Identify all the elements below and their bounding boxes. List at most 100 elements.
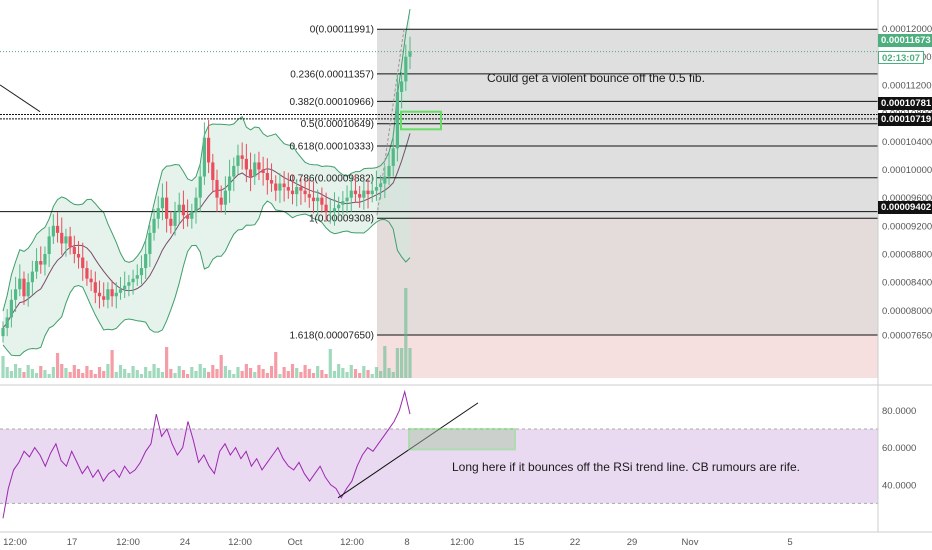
volume-bar xyxy=(60,364,64,378)
volume-bar xyxy=(110,350,114,378)
fib-level-label: 0.236(0.00011357) xyxy=(290,69,374,80)
price-axis-tick: 0.00008400 xyxy=(882,278,932,289)
candle-body xyxy=(391,148,395,166)
candle-body xyxy=(47,236,51,255)
time-axis-tick: 29 xyxy=(627,537,638,548)
volume-bar xyxy=(127,373,131,378)
volume-bar xyxy=(349,365,353,378)
candle-body xyxy=(72,246,76,255)
price-axis-tick: 0.00009200 xyxy=(882,221,932,232)
candle-body xyxy=(328,211,332,213)
candle-body xyxy=(341,201,345,205)
candle-body xyxy=(135,275,139,279)
volume-bar xyxy=(156,368,160,378)
candle-body xyxy=(39,261,43,265)
candle-body xyxy=(160,197,165,209)
candle-body xyxy=(303,190,307,195)
price-axis-tick: 0.00012000 xyxy=(882,24,932,35)
volume-bar xyxy=(240,371,244,378)
rsi-note-annotation: Long here if it bounces off the RSi tren… xyxy=(452,460,800,474)
candle-body xyxy=(345,197,349,202)
time-axis-tick: 15 xyxy=(514,537,525,548)
candle-body xyxy=(30,271,34,283)
volume-bar xyxy=(341,368,345,378)
volume-bar xyxy=(198,364,202,378)
candle-body xyxy=(26,282,30,297)
candle-body xyxy=(51,225,55,237)
volume-bar xyxy=(358,373,362,378)
volume-bar xyxy=(102,371,106,378)
candle-body xyxy=(43,254,47,265)
trend-line-left xyxy=(0,84,41,113)
rsi-target-box xyxy=(408,427,516,451)
candle-body xyxy=(366,190,370,195)
candle-body xyxy=(383,176,387,184)
volume-bar xyxy=(387,368,391,378)
volume-bar xyxy=(265,373,269,378)
time-axis-tick: 22 xyxy=(570,537,581,548)
candle-body xyxy=(362,190,366,198)
candle-body xyxy=(299,187,303,191)
candle-body xyxy=(358,194,362,198)
countdown-tag: 02:13:07 xyxy=(878,51,925,64)
candle-body xyxy=(148,232,152,255)
volume-bar xyxy=(144,367,148,378)
candle-body xyxy=(190,211,194,219)
volume-bar xyxy=(278,374,282,378)
candle-body xyxy=(324,204,328,212)
candle-body xyxy=(60,232,64,244)
volume-bar xyxy=(114,372,118,378)
volume-bar xyxy=(81,373,85,378)
candle-body xyxy=(211,162,215,181)
time-axis-tick: 12:00 xyxy=(340,537,364,548)
volume-bar xyxy=(89,370,93,378)
price-axis-tick: 0.00009600 xyxy=(882,193,932,204)
volume-bar xyxy=(93,374,97,378)
volume-bar xyxy=(311,373,316,378)
candle-body xyxy=(215,180,219,198)
volume-bar xyxy=(261,369,265,378)
price-tag-b: 0.00010719 xyxy=(878,113,932,126)
candle-body xyxy=(202,137,207,177)
time-axis-tick: Oct xyxy=(288,537,303,548)
volume-bar xyxy=(76,369,81,378)
candle-body xyxy=(227,176,232,191)
volume-bar xyxy=(1,356,5,378)
volume-bar xyxy=(248,368,253,378)
volume-bar xyxy=(139,374,144,378)
volume-bar xyxy=(26,365,30,378)
volume-bar xyxy=(22,372,26,378)
time-axis-tick: 12:00 xyxy=(450,537,474,548)
price-axis-tick: 0.00011200 xyxy=(882,80,932,91)
volume-bar xyxy=(34,373,39,378)
candle-body xyxy=(114,292,118,297)
fib-level-label: 0.5(0.00010649) xyxy=(301,119,374,130)
volume-bar xyxy=(219,355,223,378)
candle-body xyxy=(5,317,9,328)
volume-bar xyxy=(47,374,51,378)
volume-bar xyxy=(244,364,248,378)
volume-bar xyxy=(68,372,72,378)
volume-bar xyxy=(51,367,55,378)
candle-body xyxy=(194,197,198,212)
price-axis-tick: 0.00008800 xyxy=(882,250,932,261)
candle-body xyxy=(274,183,278,191)
candle-body xyxy=(85,268,89,279)
volume-bar xyxy=(123,369,127,378)
price-axis-tick: 0.00007650 xyxy=(882,331,932,342)
volume-bar xyxy=(257,365,261,378)
price-tag-a: 0.00010781 xyxy=(878,97,932,110)
candles-layer xyxy=(1,36,412,343)
candle-body xyxy=(118,289,123,293)
volume-bar xyxy=(295,368,299,378)
candle-body xyxy=(400,81,404,92)
time-axis-tick: Nov xyxy=(682,537,699,548)
candle-body xyxy=(349,190,353,198)
volume-layer xyxy=(1,288,412,378)
volume-bar xyxy=(64,368,68,378)
candle-body xyxy=(307,194,311,198)
candle-body xyxy=(261,169,265,173)
volume-bar xyxy=(227,370,232,378)
volume-bar xyxy=(395,348,400,378)
volume-bar xyxy=(353,369,358,378)
